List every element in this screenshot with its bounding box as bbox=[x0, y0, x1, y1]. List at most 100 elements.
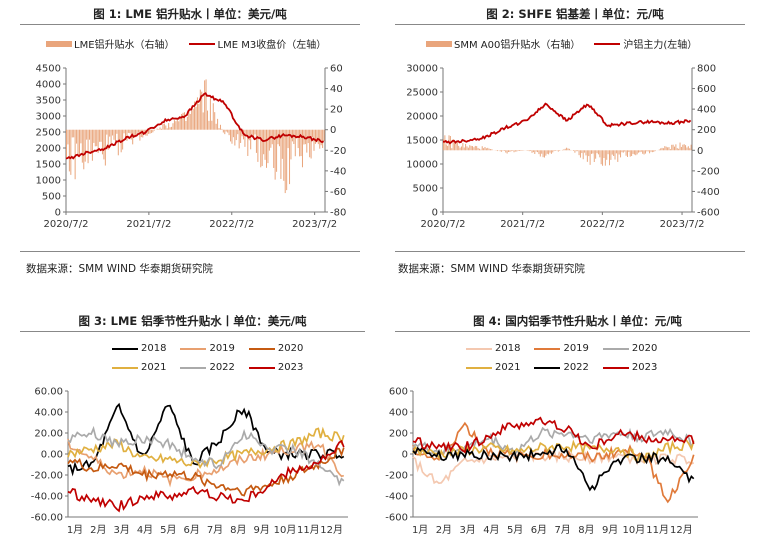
chart2-plot: 0 5000 10000 15000 20000 25000 30000 800 600 400 2… bbox=[406, 64, 720, 231]
chart2-premium-bar bbox=[667, 147, 669, 151]
chart2-premium-bar bbox=[546, 150, 548, 154]
chart1-premium-bar bbox=[80, 129, 82, 144]
chart2-x-tick-label: 2022/7/2 bbox=[580, 219, 625, 230]
chart1-premium-bar bbox=[67, 129, 69, 145]
chart1-title: 图 1: LME 铝升贴水丨单位：美元/吨 bbox=[93, 7, 287, 21]
chart1-premium-bar bbox=[280, 129, 282, 179]
chart2-premium-bar bbox=[491, 149, 493, 151]
chart1-right-tick-label: 60 bbox=[330, 64, 343, 75]
chart1-premium-bar bbox=[192, 109, 194, 130]
chart2-premium-bar bbox=[499, 150, 501, 152]
chart1-premium-bar bbox=[172, 123, 174, 130]
chart1-premium-bar bbox=[116, 129, 118, 134]
chart2-premium-bar bbox=[564, 148, 566, 151]
chart1-premium-bar bbox=[181, 114, 183, 130]
chart2-premium-bar bbox=[566, 147, 568, 151]
chart2-premium-bar bbox=[680, 146, 682, 151]
chart1-premium-bar bbox=[91, 129, 93, 161]
chart1-premium-bar bbox=[320, 129, 322, 146]
chart1-premium-bar bbox=[207, 110, 209, 130]
chart2-premium-bar bbox=[690, 144, 692, 151]
chart3-legend-row2: 2021 2022 2023 bbox=[112, 362, 317, 373]
chart2-legend: SMM A00铝升贴水（右轴） 沪铝主力(左轴） bbox=[426, 36, 711, 51]
chart1-premium-bar bbox=[258, 129, 260, 140]
chart2-premium-bar bbox=[643, 150, 645, 155]
chart2-premium-bar bbox=[596, 150, 598, 154]
chart3-y-tick-label: 40.00 bbox=[34, 408, 63, 419]
legend-item: 2020 bbox=[248, 343, 303, 354]
chart1-premium-bar bbox=[202, 112, 204, 130]
chart2-premium-bar bbox=[487, 147, 489, 151]
chart1-price-line bbox=[65, 92, 325, 160]
chart4-series-line-2019 bbox=[412, 421, 695, 504]
chart1-premium-bar bbox=[225, 129, 227, 132]
chart1-premium-bar bbox=[307, 129, 309, 144]
chart2-premium-bar bbox=[639, 150, 641, 153]
chart1-premium-bar bbox=[73, 129, 75, 138]
chart3-y-tick-label: -40.00 bbox=[31, 492, 63, 503]
chart1-premium-bar bbox=[78, 129, 80, 154]
chart3-x-tick-label: 7月 bbox=[207, 524, 223, 536]
chart2-left-tick-label: 0 bbox=[432, 208, 438, 219]
chart1-left-tick-label: 4500 bbox=[36, 64, 61, 75]
chart1-premium-bar bbox=[71, 129, 73, 138]
chart3-x-tick-label: 3月 bbox=[113, 524, 129, 536]
chart1-premium-bar bbox=[228, 129, 230, 136]
chart2-premium-bar bbox=[513, 150, 515, 153]
chart1-premium-bar bbox=[168, 123, 170, 130]
chart1-premium-bar bbox=[198, 104, 200, 130]
chart1-right-tick-label: 20 bbox=[330, 105, 343, 116]
chart1-premium-bar bbox=[169, 127, 171, 130]
chart2-premium-bar bbox=[455, 142, 457, 151]
chart1-left-tick-label: 1500 bbox=[36, 160, 61, 171]
chart2-premium-bar bbox=[483, 148, 485, 151]
chart1-premium-bar bbox=[261, 129, 263, 166]
chart1-premium-bar bbox=[182, 112, 184, 130]
chart2-premium-bar bbox=[603, 150, 605, 158]
legend-item: 2022 bbox=[534, 362, 589, 373]
chart4-y-tick-label: 200 bbox=[389, 429, 408, 440]
chart1-premium-bar bbox=[289, 129, 291, 185]
chart1-premium-bar bbox=[273, 129, 275, 168]
chart1-premium-bar bbox=[86, 129, 88, 140]
chart1-premium-bar bbox=[255, 129, 257, 153]
chart1-premium-bar bbox=[232, 129, 234, 138]
chart2-premium-bar bbox=[668, 147, 670, 151]
chart2-premium-bar bbox=[538, 150, 540, 155]
chart2-premium-bar bbox=[581, 150, 583, 154]
chart1-premium-bar bbox=[317, 129, 319, 145]
chart3-title: 图 3: LME 铝季节性升贴水丨单位：美元/吨 bbox=[78, 314, 307, 328]
legend-item: 2019 bbox=[534, 343, 589, 354]
chart2-premium-bar bbox=[559, 150, 561, 151]
chart1-premium-bar bbox=[152, 129, 154, 133]
chart1-premium-bar bbox=[107, 129, 109, 150]
chart2-premium-bar bbox=[610, 150, 612, 160]
chart2-premium-bar bbox=[506, 150, 508, 154]
chart1-divider bbox=[20, 24, 360, 25]
chart2-premium-bar bbox=[470, 145, 472, 151]
chart1-premium-bar bbox=[209, 98, 211, 130]
chart4-x-tick-label: 12月 bbox=[670, 524, 693, 536]
chart1-premium-bar bbox=[100, 129, 102, 142]
chart2-premium-bar bbox=[683, 144, 685, 151]
chart1-left-tick-label: 2000 bbox=[36, 144, 61, 155]
chart2-premium-bar bbox=[675, 144, 677, 151]
chart2-premium-bar bbox=[485, 148, 487, 151]
chart1-premium-bar bbox=[247, 129, 249, 156]
chart2-premium-bar bbox=[614, 150, 616, 160]
chart2-premium-bar bbox=[539, 150, 541, 157]
chart2-premium-bar bbox=[459, 147, 461, 151]
chart1-premium-bar bbox=[160, 128, 162, 130]
chart2-premium-bar bbox=[535, 150, 537, 152]
chart2-premium-bar bbox=[626, 150, 628, 157]
chart1-premium-bar bbox=[146, 129, 148, 136]
legend-item: LME铝升贴水（右轴） bbox=[46, 36, 175, 51]
chart1-premium-bar bbox=[300, 129, 302, 157]
chart1-premium-bar bbox=[219, 124, 221, 130]
chart1-premium-bar bbox=[312, 129, 314, 138]
legend-item: 2020 bbox=[602, 343, 657, 354]
chart2-premium-bar bbox=[447, 145, 449, 151]
chart2-premium-bar bbox=[611, 150, 613, 155]
chart2-premium-bar bbox=[542, 150, 544, 158]
chart2-premium-bar bbox=[607, 150, 609, 155]
